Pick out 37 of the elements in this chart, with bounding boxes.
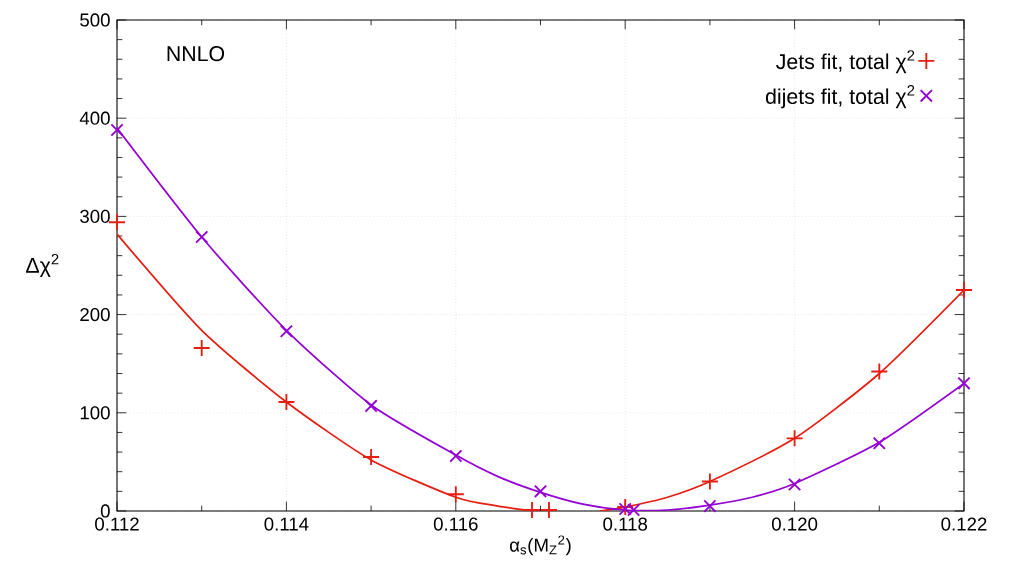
point <box>364 399 378 413</box>
y-tick-label: 0 <box>100 504 110 518</box>
legend-label: dijets fit, total χ$^{2}$ <box>765 85 915 109</box>
point <box>785 429 804 448</box>
point <box>279 324 293 338</box>
y-tick-label: 500 <box>80 13 110 27</box>
x-axis-title: α$_{s}$(M$_{Z}$$^{2}$) <box>510 535 571 556</box>
point <box>446 485 465 504</box>
point <box>788 477 802 492</box>
point <box>523 501 541 519</box>
legend-label: Jets fit, total χ$^{2}$ <box>776 50 915 74</box>
point <box>870 362 889 381</box>
point <box>110 123 124 137</box>
annotation: NNLO <box>167 46 225 62</box>
x-tick-label: 0.118 <box>603 517 648 531</box>
point <box>277 393 296 411</box>
point <box>192 339 211 357</box>
x-tick-label: 0.112 <box>95 517 139 531</box>
x-tick-label: 0.114 <box>264 517 309 531</box>
y-tick-label: 300 <box>80 209 110 223</box>
point <box>700 472 719 491</box>
x-tick-label: 0.120 <box>771 517 818 531</box>
point <box>449 449 463 463</box>
point <box>362 448 381 466</box>
point <box>195 230 209 244</box>
x-tick-label: 0.122 <box>941 517 987 531</box>
point <box>955 281 973 299</box>
y-axis-title: Δχ$^{2}$ <box>26 253 59 278</box>
y-tick-label: 100 <box>80 406 110 420</box>
point <box>872 436 886 450</box>
y-tick-label: 200 <box>80 307 110 322</box>
y-tick-label: 400 <box>79 111 110 125</box>
point <box>533 484 548 498</box>
point <box>703 499 717 513</box>
point <box>957 376 971 390</box>
x-tick-label: 0.116 <box>433 517 478 531</box>
point <box>540 501 558 519</box>
